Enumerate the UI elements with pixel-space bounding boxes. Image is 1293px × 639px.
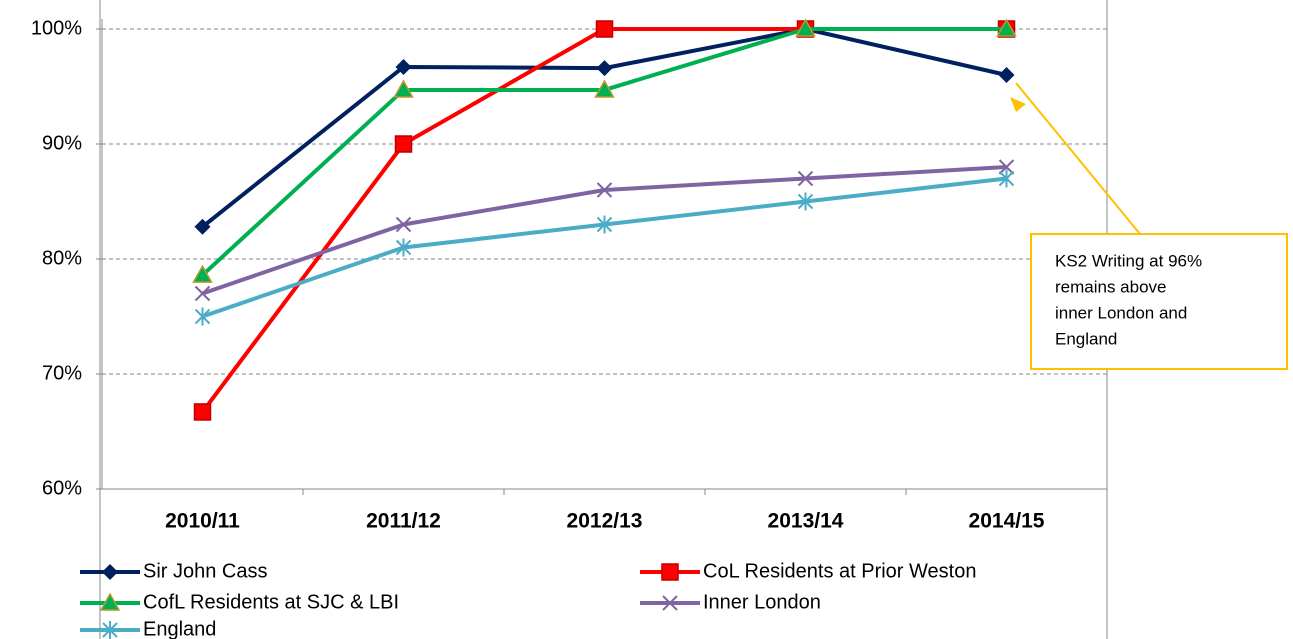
y-tick-label: 90%: [42, 132, 82, 154]
x-tick-label: 2012/13: [567, 510, 643, 533]
legend-marker: [102, 564, 118, 580]
data-point: [998, 159, 1015, 175]
data-point: [395, 216, 412, 233]
data-point: [596, 215, 613, 234]
legend-label: Inner London: [703, 591, 821, 613]
y-tick-label: 80%: [42, 247, 82, 269]
data-point: [998, 67, 1015, 83]
legend-label: Sir John Cass: [143, 560, 268, 582]
y-tick-label: 100%: [31, 17, 82, 39]
x-tick-label: 2011/12: [366, 510, 441, 533]
x-tick-label: 2014/15: [969, 510, 1045, 533]
legend-label: CofL Residents at SJC & LBI: [143, 591, 399, 613]
legend-marker: [102, 621, 118, 639]
y-tick-label: 60%: [42, 477, 82, 499]
annotation-arrow: [1015, 82, 1141, 235]
data-point: [393, 79, 414, 98]
data-point: [194, 285, 211, 302]
data-point: [194, 307, 211, 326]
data-point: [596, 60, 613, 77]
legend-label: England: [143, 618, 216, 639]
data-point: [596, 182, 613, 198]
data-point: [595, 20, 614, 38]
legend-marker: [661, 563, 679, 581]
data-point: [193, 403, 212, 421]
data-point: [395, 238, 412, 257]
data-point: [194, 218, 211, 235]
series-line: [201, 27, 1007, 229]
annotation-text: remains above: [1055, 277, 1167, 296]
x-tick-label: 2013/14: [768, 510, 844, 533]
data-point: [394, 135, 413, 153]
annotation-box: [1030, 233, 1288, 370]
legend-label: CoL Residents at Prior Weston: [703, 560, 976, 582]
data-point: [797, 170, 814, 187]
data-point: [797, 192, 814, 211]
data-point: [998, 169, 1015, 188]
legend-marker: [662, 595, 678, 611]
annotation-text: inner London and: [1055, 303, 1187, 322]
annotation-text: England: [1055, 329, 1117, 348]
data-point: [594, 79, 615, 98]
series-line: [201, 176, 1007, 319]
data-point: [996, 18, 1017, 37]
data-point: [795, 18, 816, 37]
annotation-text: KS2 Writing at 96%: [1055, 251, 1202, 270]
data-point: [192, 264, 213, 283]
y-tick-label: 70%: [42, 362, 82, 384]
x-tick-label: 2010/11: [165, 510, 240, 533]
legend-marker: [99, 592, 121, 611]
annotation-arrowhead: [1010, 97, 1026, 112]
data-point: [395, 58, 412, 75]
